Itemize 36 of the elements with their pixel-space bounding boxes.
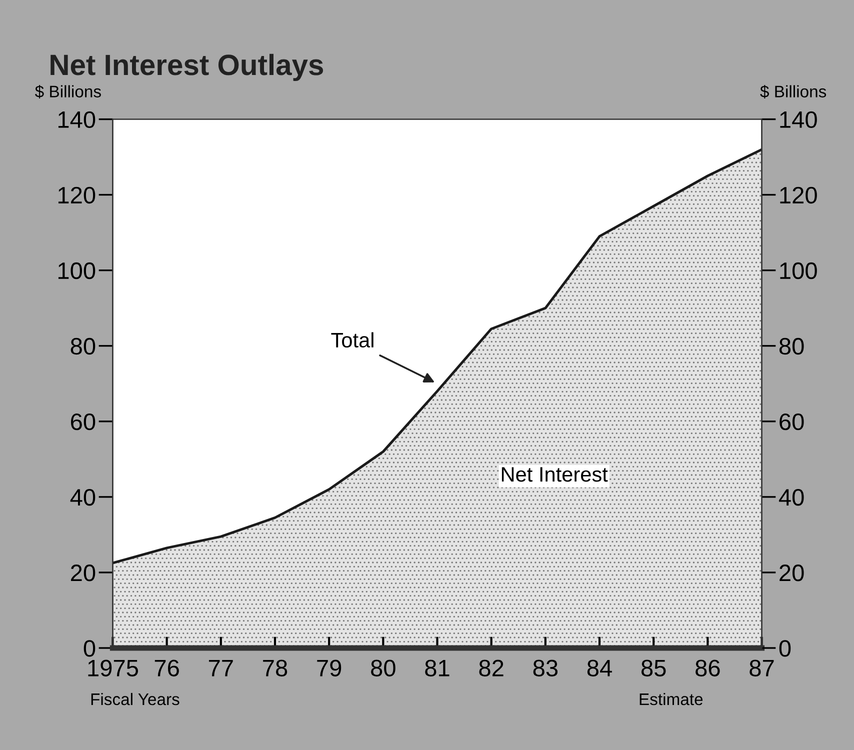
chart-title: Net Interest Outlays <box>50 54 324 82</box>
x-tick-label: 87 <box>750 660 774 676</box>
x-tick-label: 80 <box>371 660 396 676</box>
y2-tick-label: 140 <box>780 111 817 128</box>
y-tick-label: 140 <box>58 111 96 128</box>
x-tick-label: 83 <box>533 660 558 676</box>
y2-tick-label: 60 <box>780 413 804 430</box>
y-tick-label: 0 <box>84 640 96 657</box>
x-tick-label: 79 <box>317 660 342 676</box>
x-tick-label: 81 <box>425 660 450 676</box>
y2-tick-label: 100 <box>780 262 817 280</box>
y2-tick-label: 120 <box>780 186 817 204</box>
x-axis-title: Fiscal Years <box>91 692 180 706</box>
x-tick-label: 85 <box>641 660 666 676</box>
x-tick-label: 77 <box>208 660 233 676</box>
y2-tick-label: 20 <box>780 564 804 582</box>
annotation: Total <box>331 332 374 348</box>
x-tick-label: 82 <box>479 660 504 676</box>
x-tick-label: 76 <box>154 660 179 676</box>
x-tick-label: 78 <box>263 660 288 676</box>
y2-axis-title: $ Billions <box>760 84 826 98</box>
x-tick-label: 86 <box>696 660 720 676</box>
y-tick-label: 80 <box>70 338 96 355</box>
y-tick-label: 60 <box>71 413 96 430</box>
annotation: Net Interest <box>502 467 608 482</box>
y2-tick-label: 80 <box>779 338 804 355</box>
text: Estimate <box>640 692 703 706</box>
y-tick-label: 120 <box>58 186 96 204</box>
y-axis-title: $ Billions <box>35 84 101 98</box>
y2-tick-label: 40 <box>778 488 804 506</box>
y-tick-label: 100 <box>58 262 96 280</box>
y-tick-label: 20 <box>70 564 96 582</box>
y-tick-label: 40 <box>70 488 96 506</box>
x-tick-label: 84 <box>587 660 612 676</box>
y2-tick-label: 0 <box>779 640 791 657</box>
x-tick-label: 1975 <box>88 660 138 676</box>
